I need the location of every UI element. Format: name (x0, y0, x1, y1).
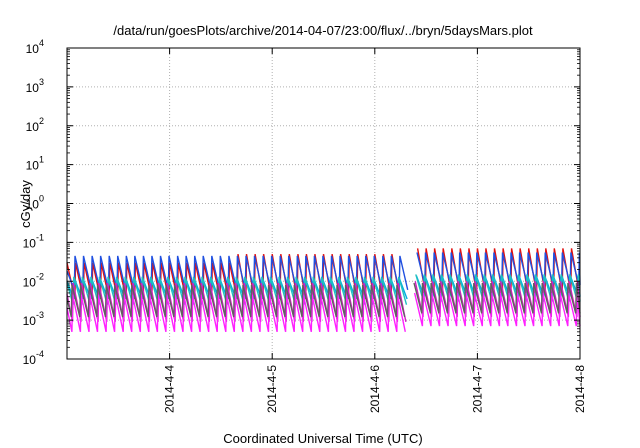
x-tick-label: 2014-4-4 (163, 365, 177, 413)
x-axis-label: Coordinated Universal Time (UTC) (223, 431, 422, 446)
y-tick-label: 103 (26, 77, 44, 95)
y-ticks: 10-4 10-3 10-2 10-1 100 101 102 103 104 (23, 38, 580, 367)
y-axis-label: cGy/day (18, 180, 33, 228)
series-group (66, 248, 581, 332)
x-tick-label: 2014-4-8 (573, 365, 587, 413)
y-tick-label: 101 (26, 155, 44, 173)
x-tick-label: 2014-4-7 (470, 365, 484, 413)
y-tick-label: 10-1 (23, 232, 44, 250)
plot-frame (66, 47, 581, 360)
x-tick-label: 2014-4-5 (265, 365, 279, 413)
data-series-7 (66, 282, 581, 318)
y-tick-label: 102 (26, 116, 44, 134)
y-tick-label: 104 (26, 38, 44, 56)
chart-title: /data/run/goesPlots/archive/2014-04-07/2… (113, 23, 533, 38)
x-ticks: 2014-4-4 2014-4-5 2014-4-6 2014-4-7 2014-4-8 (163, 48, 587, 413)
grid (67, 48, 580, 359)
y-tick-label: 100 (26, 194, 44, 212)
x-tick-label: 2014-4-6 (368, 365, 382, 413)
data-series-6 (66, 292, 581, 332)
y-tick-label: 10-2 (23, 271, 44, 289)
y-tick-label: 10-4 (23, 349, 44, 367)
y-tick-label: 10-3 (23, 310, 44, 328)
